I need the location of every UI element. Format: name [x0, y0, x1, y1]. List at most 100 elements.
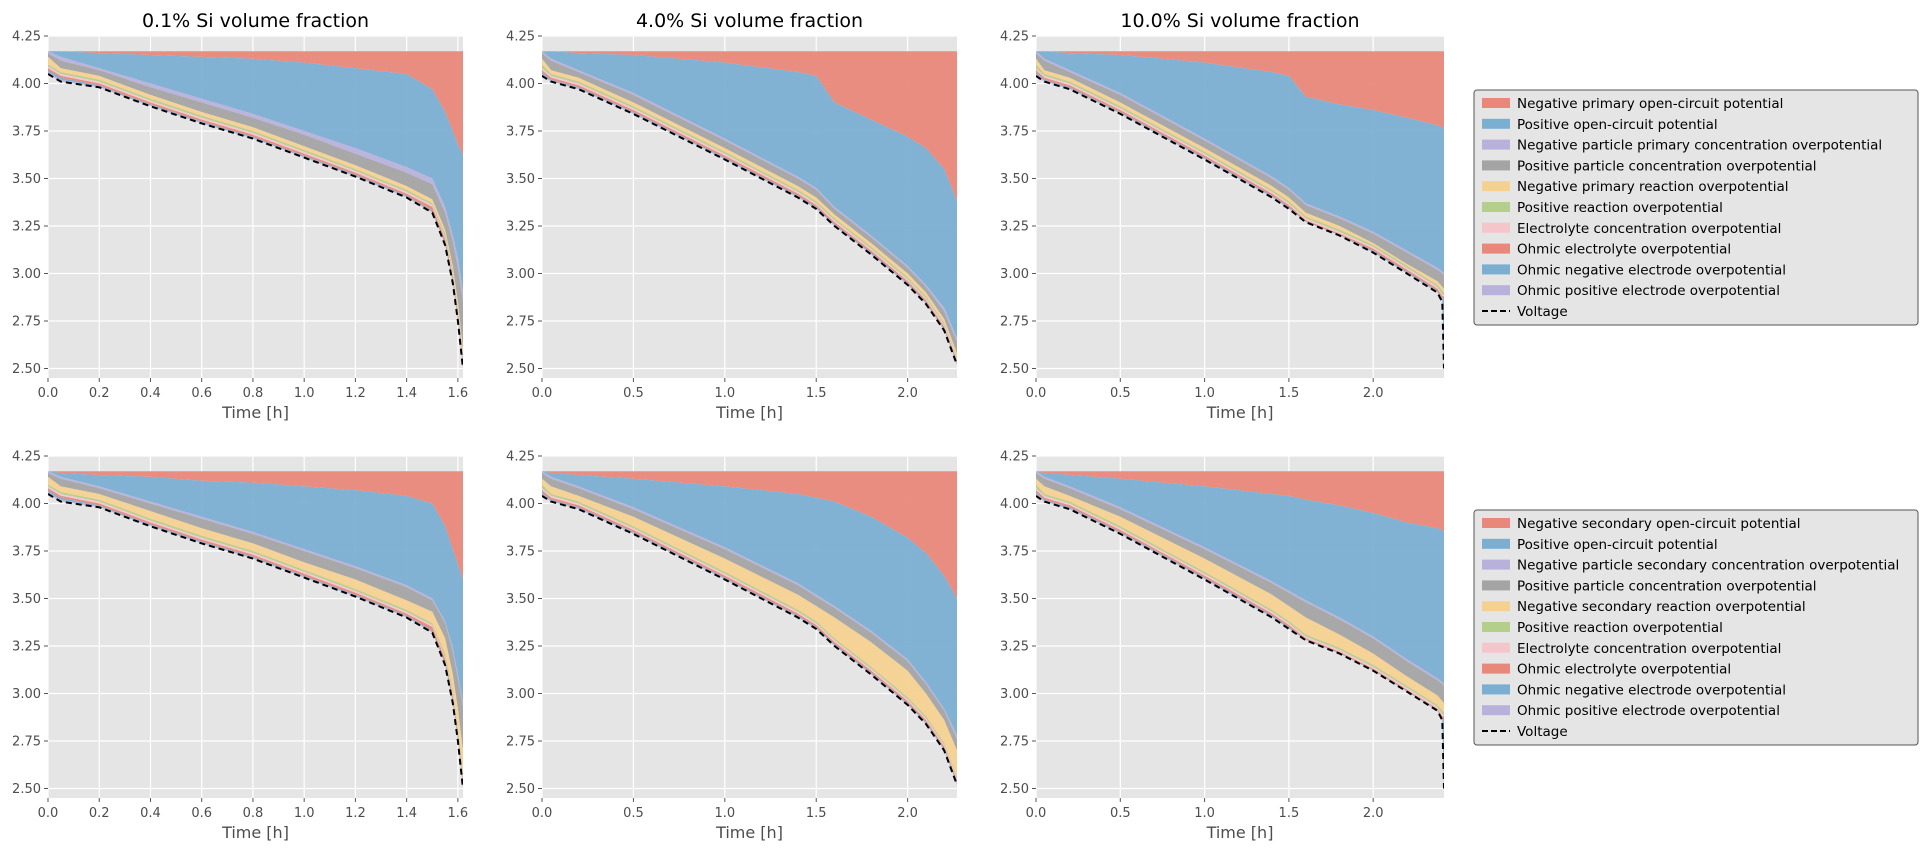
legend-swatch [1482, 538, 1510, 549]
band-positive-open-circuit-potential [48, 471, 463, 703]
y-tick-label: 3.75 [12, 545, 41, 560]
x-axis-label: Time [h] [1206, 823, 1274, 842]
y-tick-label: 4.25 [506, 30, 535, 45]
subplot-title: 4.0% Si volume fraction [636, 10, 863, 32]
legend-label: Ohmic electrolyte overpotential [1517, 242, 1731, 258]
legend-swatch [1482, 222, 1510, 233]
legend-swatch [1482, 580, 1510, 591]
legend-swatch [1482, 202, 1510, 212]
y-tick-label: 4.25 [1000, 450, 1029, 465]
x-tick-label: 1.0 [1194, 386, 1215, 401]
band-positive-open-circuit-potential [542, 51, 957, 339]
y-tick-label: 3.50 [1000, 592, 1029, 607]
subplot-2: 0.0 0.5 1.0 1.5 2.0 2.50 2.75 3.00 3.25 3.50 3.75 4… [506, 10, 957, 422]
x-tick-label: 0.5 [1110, 806, 1131, 821]
y-tick-label: 3.75 [1000, 545, 1029, 560]
y-tick-label: 2.75 [506, 315, 535, 330]
y-tick-label: 3.25 [12, 220, 41, 235]
x-tick-label: 1.0 [714, 806, 735, 821]
legend-label: Negative particle secondary concentratio… [1517, 558, 1899, 574]
y-tick-label: 2.75 [12, 315, 41, 330]
band-negative-secondary-open-circuit-potential [1036, 471, 1444, 532]
y-tick-label: 2.75 [12, 735, 41, 750]
y-tick-label: 2.75 [1000, 315, 1029, 330]
y-tick-label: 3.25 [506, 220, 535, 235]
y-tick-label: 3.00 [12, 687, 41, 702]
voltage-line [542, 495, 957, 786]
legend-label: Ohmic positive electrode overpotential [1517, 283, 1780, 299]
x-tick-label: 1.0 [1194, 806, 1215, 821]
y-tick-label: 3.25 [506, 640, 535, 655]
x-tick-label: 0.4 [140, 386, 161, 401]
x-tick-label: 0.0 [38, 806, 59, 821]
legend-swatch [1482, 243, 1510, 254]
y-tick-label: 4.25 [12, 30, 41, 45]
legend-label: Negative secondary open-circuit potentia… [1517, 516, 1800, 532]
legend-label: Electrolyte concentration overpotential [1517, 641, 1781, 657]
x-tick-label: 0.6 [191, 806, 212, 821]
legend-swatch [1482, 518, 1510, 528]
x-tick-label: 1.5 [806, 806, 827, 821]
y-tick-label: 3.25 [1000, 640, 1029, 655]
subplot-4: 0.0 0.2 0.4 0.6 0.8 1.0 1.2 1.4 1.6 2.50 2.75 3.00 3… [12, 450, 468, 843]
y-tick-label: 3.75 [506, 125, 535, 140]
y-tick-label: 3.50 [506, 172, 535, 187]
x-tick-label: 2.0 [897, 806, 918, 821]
band-positive-open-circuit-potential [48, 51, 463, 293]
band-positive-open-circuit-potential [1036, 51, 1444, 274]
legend-swatch [1482, 642, 1510, 653]
voltage-line [1036, 75, 1444, 369]
legend-label: Positive open-circuit potential [1517, 117, 1718, 133]
x-tick-label: 1.4 [396, 806, 417, 821]
legend-label: Ohmic positive electrode overpotential [1517, 703, 1780, 719]
legend-swatch [1482, 663, 1510, 674]
x-tick-label: 0.0 [532, 386, 553, 401]
x-tick-label: 0.5 [1110, 386, 1131, 401]
subplot-title: 10.0% Si volume fraction [1120, 10, 1359, 32]
band-negative-primary-open-circuit-potential [48, 51, 463, 156]
x-tick-label: 2.0 [897, 386, 918, 401]
legend-swatch [1482, 264, 1510, 275]
x-axis-label: Time [h] [221, 823, 289, 842]
x-tick-label: 0.4 [140, 806, 161, 821]
x-tick-label: 0.5 [623, 386, 644, 401]
band-positive-open-circuit-potential [542, 471, 957, 736]
x-tick-label: 1.0 [294, 386, 315, 401]
legend-2: Negative secondary open-circuit potentia… [1473, 509, 1919, 746]
legend-label: Voltage [1517, 304, 1568, 320]
x-axis-label: Time [h] [1206, 403, 1274, 422]
legend-swatch [1482, 118, 1510, 129]
legend-label: Positive particle concentration overpote… [1517, 158, 1817, 174]
band-negative-primary-reaction-overpotential [1036, 58, 1444, 293]
legend-swatch [1482, 601, 1510, 612]
legend-swatch [1482, 139, 1510, 150]
legend-swatch [1482, 705, 1510, 716]
legend-label: Ohmic negative electrode overpotential [1517, 682, 1786, 698]
subplot-1: 0.0 0.2 0.4 0.6 0.8 1.0 1.2 1.4 1.6 2.50 2.75 3.00 3… [12, 10, 468, 422]
y-tick-label: 2.75 [506, 735, 535, 750]
band-negative-secondary-open-circuit-potential [48, 471, 463, 580]
y-tick-label: 4.00 [1000, 497, 1029, 512]
band-negative-primary-open-circuit-potential [542, 51, 957, 202]
y-tick-label: 4.25 [12, 450, 41, 465]
y-tick-label: 3.00 [12, 267, 41, 282]
legend-label: Ohmic electrolyte overpotential [1517, 662, 1731, 678]
subplot-title: 0.1% Si volume fraction [142, 10, 369, 32]
y-tick-label: 4.00 [506, 497, 535, 512]
y-tick-label: 2.50 [506, 362, 535, 377]
legend-label: Positive reaction overpotential [1517, 200, 1723, 216]
y-tick-label: 4.00 [12, 497, 41, 512]
subplot-5: 0.0 0.5 1.0 1.5 2.0 2.50 2.75 3.00 3.25 3.50 3.75 4… [506, 450, 957, 842]
y-tick-label: 2.50 [1000, 362, 1029, 377]
legend-frame [1473, 509, 1919, 746]
x-tick-label: 1.0 [294, 806, 315, 821]
area-bands [1036, 471, 1444, 789]
x-tick-label: 1.5 [1279, 386, 1300, 401]
legend-1: Negative primary open-circuit potential P… [1473, 89, 1919, 326]
band-negative-particle-primary-concentration-overpotential [1036, 51, 1444, 276]
area-bands [48, 471, 463, 789]
legend-label: Negative primary open-circuit potential [1517, 96, 1783, 112]
band-positive-open-circuit-potential [1036, 471, 1444, 684]
legend-swatch [1482, 684, 1510, 695]
